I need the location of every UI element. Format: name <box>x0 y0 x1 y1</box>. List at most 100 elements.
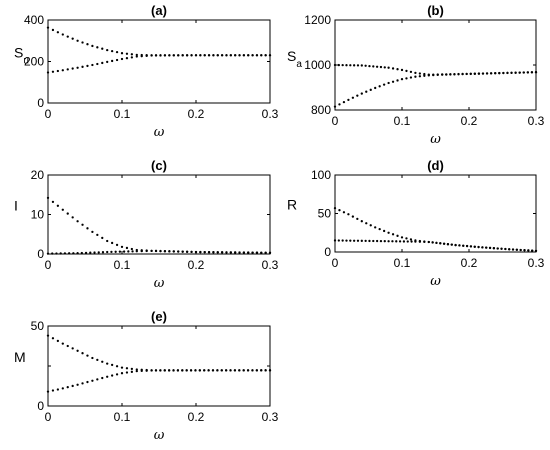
data-point <box>163 54 167 57</box>
data-point <box>418 240 422 243</box>
data-point <box>106 362 109 365</box>
data-point <box>500 247 503 250</box>
data-point <box>242 54 246 57</box>
series-branch-1 <box>333 63 538 76</box>
data-point <box>135 250 138 253</box>
x-tick-label: 0.1 <box>394 114 411 128</box>
data-point <box>56 339 60 343</box>
data-point <box>46 390 50 393</box>
panel-c: (c) 0 0.1 0.2 0.3 0 10 20 ω I <box>14 158 279 291</box>
data-point <box>378 228 381 231</box>
data-point <box>414 240 417 243</box>
data-point <box>534 71 538 74</box>
data-point <box>125 371 129 374</box>
data-point <box>333 206 337 210</box>
x-tick-label: 0.3 <box>528 256 545 270</box>
x-tick-label: 0 <box>332 114 339 128</box>
data-point <box>441 73 444 76</box>
data-point <box>338 103 341 106</box>
data-point <box>409 238 413 241</box>
x-axis-label: ω <box>430 274 441 289</box>
data-point <box>356 64 360 67</box>
data-point <box>66 386 69 389</box>
data-point <box>375 65 379 68</box>
data-point <box>76 220 79 223</box>
data-point <box>372 65 375 68</box>
x-tick-label: 0.1 <box>114 410 131 424</box>
series-branch-1 <box>46 26 272 57</box>
data-point <box>247 54 250 57</box>
data-point <box>352 64 356 67</box>
x-tick-label: 0.2 <box>461 114 478 128</box>
data-point <box>268 251 272 254</box>
data-point <box>473 72 476 75</box>
series-branch-2 <box>46 249 272 255</box>
data-point <box>519 248 522 252</box>
data-point <box>508 248 511 251</box>
data-point <box>369 88 372 91</box>
data-point <box>110 250 113 254</box>
data-point <box>81 352 84 355</box>
data-point <box>515 248 519 251</box>
data-point <box>96 46 99 49</box>
data-point <box>159 249 162 253</box>
data-point <box>150 249 153 252</box>
data-point <box>51 389 55 392</box>
data-point <box>485 246 488 249</box>
data-point <box>46 26 50 29</box>
data-point <box>194 250 198 254</box>
data-point <box>189 369 193 372</box>
data-point <box>382 83 386 86</box>
data-point <box>110 241 114 245</box>
data-point <box>432 73 435 77</box>
data-point <box>439 242 442 245</box>
data-point <box>395 240 398 243</box>
data-point <box>481 246 484 249</box>
y-axis-label-sub: a <box>296 59 302 70</box>
data-point <box>96 378 99 381</box>
data-point <box>534 249 538 252</box>
data-point <box>268 369 272 372</box>
y-tick-label: 50 <box>31 319 45 333</box>
data-point <box>260 54 263 57</box>
y-tick-label: 1200 <box>304 13 331 27</box>
data-point <box>115 51 119 54</box>
y-axis-label: I <box>14 198 18 214</box>
x-axis-label: ω <box>430 132 441 147</box>
data-point <box>264 54 267 57</box>
data-point <box>46 334 50 337</box>
data-point <box>194 54 198 57</box>
data-point <box>177 54 180 57</box>
data-point <box>383 66 386 69</box>
data-point <box>76 39 79 42</box>
data-point <box>409 70 413 74</box>
data-point <box>402 240 406 243</box>
data-point <box>172 54 175 57</box>
y-axis-label: Su <box>14 45 29 67</box>
data-point <box>260 251 263 254</box>
y-tick-label: 50 <box>318 207 332 221</box>
data-point <box>59 252 62 255</box>
data-point <box>101 251 105 254</box>
data-point <box>418 75 422 78</box>
data-point <box>264 369 267 372</box>
data-point <box>469 72 472 76</box>
data-point <box>135 53 138 57</box>
data-point <box>264 251 267 254</box>
data-point <box>203 250 206 254</box>
data-point <box>229 54 232 57</box>
plot-frame <box>47 19 271 104</box>
data-point <box>347 213 350 216</box>
panel-d: (d) 0 0.1 0.2 0.3 0 50 100 ω R <box>287 158 545 289</box>
y-tick-label: 1000 <box>304 58 331 72</box>
y-axis-label-main: I <box>14 198 18 214</box>
data-point <box>488 246 492 250</box>
data-point <box>225 251 228 254</box>
plot-frame <box>47 325 271 407</box>
data-point <box>398 240 402 243</box>
data-point <box>177 250 180 253</box>
data-point <box>81 65 84 68</box>
panel-b: (b) 0 0.1 0.2 0.3 800 1000 1200 ω Sa <box>287 3 545 147</box>
data-point <box>368 64 371 68</box>
